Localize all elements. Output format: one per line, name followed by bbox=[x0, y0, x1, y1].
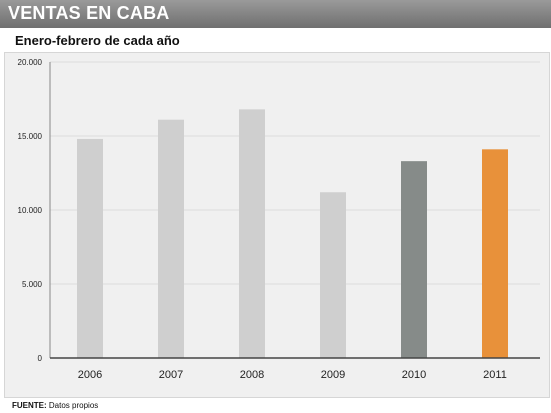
x-tick-label: 2007 bbox=[159, 369, 183, 381]
x-tick-label: 2006 bbox=[78, 369, 102, 381]
page-title: VENTAS EN CABA bbox=[8, 3, 170, 23]
y-tick-label: 10.000 bbox=[18, 206, 43, 215]
bar-2008 bbox=[239, 109, 265, 358]
source-text: Datos propios bbox=[48, 401, 99, 410]
source-note: FUENTE: Datos propios bbox=[12, 401, 98, 410]
x-tick-label: 2010 bbox=[402, 369, 426, 381]
y-tick-label: 5.000 bbox=[22, 280, 43, 289]
x-tick-label: 2008 bbox=[240, 369, 264, 381]
bar-2009 bbox=[320, 192, 346, 358]
y-tick-label: 20.000 bbox=[18, 58, 43, 67]
bar-2010 bbox=[401, 161, 427, 358]
chart-subtitle: Enero-febrero de cada año bbox=[15, 33, 180, 48]
x-tick-label: 2011 bbox=[483, 369, 507, 381]
bar-2011 bbox=[482, 149, 508, 358]
bar-2006 bbox=[77, 138, 103, 358]
title-bar: VENTAS EN CABA bbox=[0, 0, 551, 28]
y-tick-label: 15.000 bbox=[18, 132, 43, 141]
x-tick-label: 2009 bbox=[321, 369, 345, 381]
y-tick-label: 0 bbox=[38, 354, 43, 363]
source-label: FUENTE: bbox=[12, 401, 47, 410]
bar-2007 bbox=[158, 119, 184, 358]
